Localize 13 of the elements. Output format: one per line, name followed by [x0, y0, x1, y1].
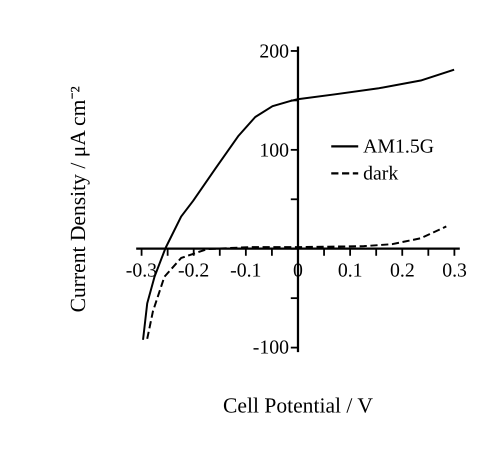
x-tick-label: -0.3	[126, 259, 158, 282]
y-axis-title: Current Density / μA cm⁻²	[66, 86, 90, 312]
x-axis-title: Cell Potential / V	[223, 393, 374, 418]
y-tick-label: 100	[259, 139, 290, 162]
x-tick-label: 0.2	[390, 259, 415, 282]
legend-label: dark	[363, 162, 398, 185]
x-tick-label: -0.1	[230, 259, 262, 282]
x-tick-label: 0.1	[338, 259, 363, 282]
legend-label: AM1.5G	[363, 136, 434, 158]
y-tick-label: 200	[259, 40, 290, 63]
y-tick-label: -100	[252, 336, 290, 358]
x-tick-label: 0.3	[442, 259, 468, 282]
x-tick-label: -0.2	[178, 259, 210, 282]
